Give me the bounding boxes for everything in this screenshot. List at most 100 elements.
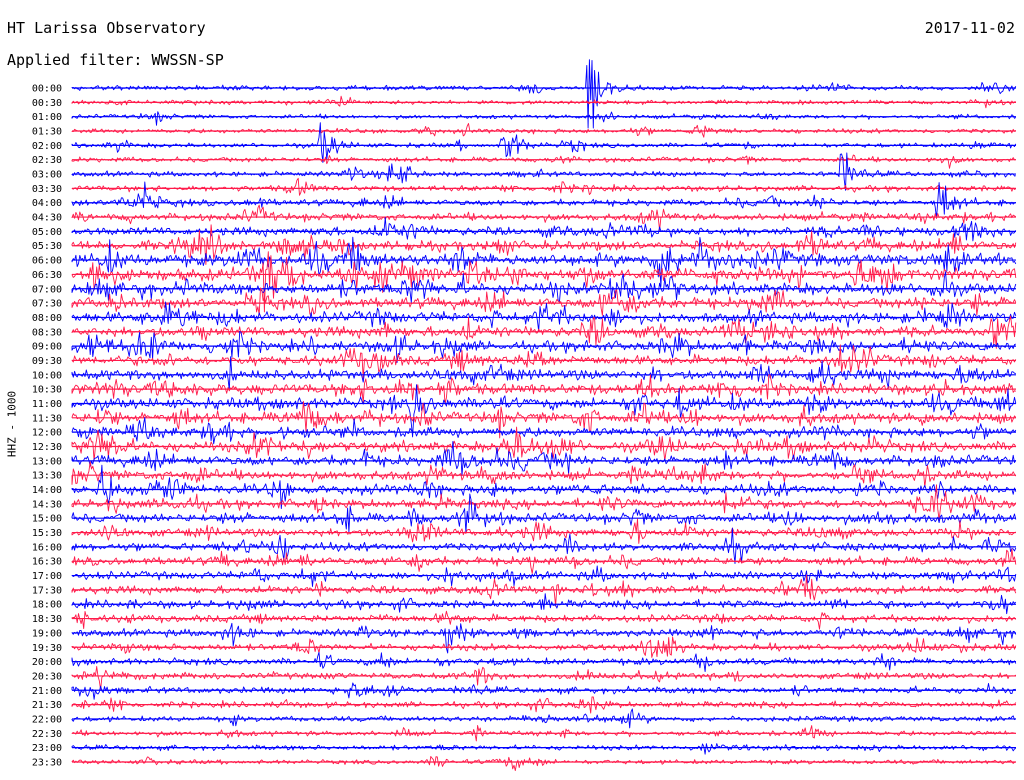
seismic-trace-0600 xyxy=(71,236,1017,288)
row-time-label: 16:00 xyxy=(32,542,62,553)
row-time-label: 18:30 xyxy=(32,614,62,625)
seismic-trace-1430 xyxy=(71,484,1017,521)
row-time-label: 21:30 xyxy=(32,700,62,711)
row-time-label: 11:30 xyxy=(32,413,62,424)
row-time-label: 17:00 xyxy=(32,571,62,582)
row-time-label: 03:30 xyxy=(32,184,62,195)
seismic-trace-1200 xyxy=(71,417,1017,445)
seismic-trace-0000 xyxy=(71,59,1017,129)
seismic-trace-1800 xyxy=(71,593,1017,615)
row-time-label: 19:30 xyxy=(32,643,62,654)
seismic-trace-1000 xyxy=(71,356,1016,391)
seismic-trace-1100 xyxy=(71,384,1017,438)
seismic-trace-1230 xyxy=(71,426,1017,462)
row-time-label: 17:30 xyxy=(32,585,62,596)
seismic-trace-2200 xyxy=(71,708,1017,729)
seismic-trace-1130 xyxy=(71,400,1017,439)
seismic-trace-0130 xyxy=(71,123,1017,138)
row-time-label: 09:30 xyxy=(32,356,62,367)
row-time-label: 10:00 xyxy=(32,370,62,381)
seismic-trace-0400 xyxy=(71,181,1016,219)
seismic-trace-0500 xyxy=(71,217,1017,242)
seismic-trace-1600 xyxy=(71,527,1017,565)
seismic-trace-2000 xyxy=(71,651,1017,673)
seismic-trace-1300 xyxy=(71,440,1017,477)
seismic-trace-1830 xyxy=(71,610,1017,630)
seismic-trace-0300 xyxy=(71,152,1016,191)
row-time-label: 01:30 xyxy=(32,127,62,138)
seismic-trace-1900 xyxy=(71,622,1017,654)
row-time-label: 01:00 xyxy=(32,112,62,123)
filter-label: Applied filter: WWSSN-SP xyxy=(7,51,224,69)
row-time-label: 23:30 xyxy=(32,757,62,768)
row-time-label: 10:30 xyxy=(32,385,62,396)
seismic-trace-1630 xyxy=(71,548,1017,574)
seismic-trace-0930 xyxy=(71,344,1017,380)
row-time-label: 23:00 xyxy=(32,743,62,754)
row-time-label: 02:00 xyxy=(32,141,62,152)
seismic-trace-0200 xyxy=(71,122,1017,163)
seismic-trace-0800 xyxy=(71,301,1017,332)
seismic-trace-1930 xyxy=(71,636,1017,658)
seismic-trace-0030 xyxy=(71,95,1016,109)
row-time-label: 07:30 xyxy=(32,299,62,310)
row-time-label: 14:30 xyxy=(32,499,62,510)
row-time-label: 13:00 xyxy=(32,456,62,467)
row-time-label: 03:00 xyxy=(32,170,62,181)
row-time-label: 15:30 xyxy=(32,528,62,539)
row-time-label: 09:00 xyxy=(32,342,62,353)
row-time-label: 20:30 xyxy=(32,671,62,682)
row-time-label: 12:30 xyxy=(32,442,62,453)
seismic-trace-1400 xyxy=(71,464,1017,510)
seismic-trace-2330 xyxy=(71,756,1016,772)
seismic-trace-1530 xyxy=(71,518,1016,544)
row-time-label: 07:00 xyxy=(32,284,62,295)
seismic-trace-0830 xyxy=(71,315,1017,349)
seismic-trace-2130 xyxy=(71,696,1017,714)
station-title: HT Larissa Observatory xyxy=(7,19,206,37)
seismic-trace-0630 xyxy=(71,251,1017,313)
row-time-label: 12:00 xyxy=(32,428,62,439)
row-time-label: 05:30 xyxy=(32,241,62,252)
seismic-trace-0100 xyxy=(71,111,1017,126)
seismic-trace-0730 xyxy=(71,287,1017,316)
row-time-label: 22:30 xyxy=(32,729,62,740)
row-time-label: 19:00 xyxy=(32,628,62,639)
seismic-trace-0530 xyxy=(71,224,1017,265)
row-time-label: 08:00 xyxy=(32,313,62,324)
seismic-trace-1330 xyxy=(71,461,1017,488)
seismic-trace-1730 xyxy=(71,574,1017,607)
seismic-trace-1500 xyxy=(71,493,1017,534)
row-time-label: 05:00 xyxy=(32,227,62,238)
row-time-label: 21:00 xyxy=(32,686,62,697)
seismic-trace-1030 xyxy=(71,374,1016,405)
row-time-label: 06:30 xyxy=(32,270,62,281)
row-time-label: 15:00 xyxy=(32,514,62,525)
row-time-label: 00:00 xyxy=(32,84,62,95)
row-time-label: 04:30 xyxy=(32,213,62,224)
seismic-trace-2100 xyxy=(71,682,1016,700)
row-time-label: 20:00 xyxy=(32,657,62,668)
seismic-trace-0430 xyxy=(71,204,1017,231)
row-time-label: 22:00 xyxy=(32,714,62,725)
seismic-trace-2230 xyxy=(71,725,1016,742)
seismic-trace-0230 xyxy=(71,154,1016,169)
row-time-label: 16:30 xyxy=(32,557,62,568)
seismic-trace-1700 xyxy=(71,565,1017,587)
seismic-trace-0330 xyxy=(71,177,1017,196)
row-time-label: 02:30 xyxy=(32,155,62,166)
row-time-label: 00:30 xyxy=(32,98,62,109)
record-date: 2017-11-02 xyxy=(924,19,1015,37)
row-time-label: 06:00 xyxy=(32,256,62,267)
seismic-trace-0900 xyxy=(71,331,1016,363)
seismic-trace-2300 xyxy=(71,743,1016,755)
row-time-label: 11:00 xyxy=(32,399,62,410)
row-time-label: 08:30 xyxy=(32,327,62,338)
row-time-label: 14:00 xyxy=(32,485,62,496)
row-time-label: 18:00 xyxy=(32,600,62,611)
row-time-label: 13:30 xyxy=(32,471,62,482)
seismic-trace-2030 xyxy=(71,666,1017,691)
row-time-label: 04:00 xyxy=(32,198,62,209)
seismic-trace-0700 xyxy=(71,271,1017,304)
